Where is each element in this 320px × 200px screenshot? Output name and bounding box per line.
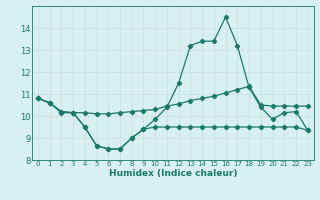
X-axis label: Humidex (Indice chaleur): Humidex (Indice chaleur): [108, 169, 237, 178]
